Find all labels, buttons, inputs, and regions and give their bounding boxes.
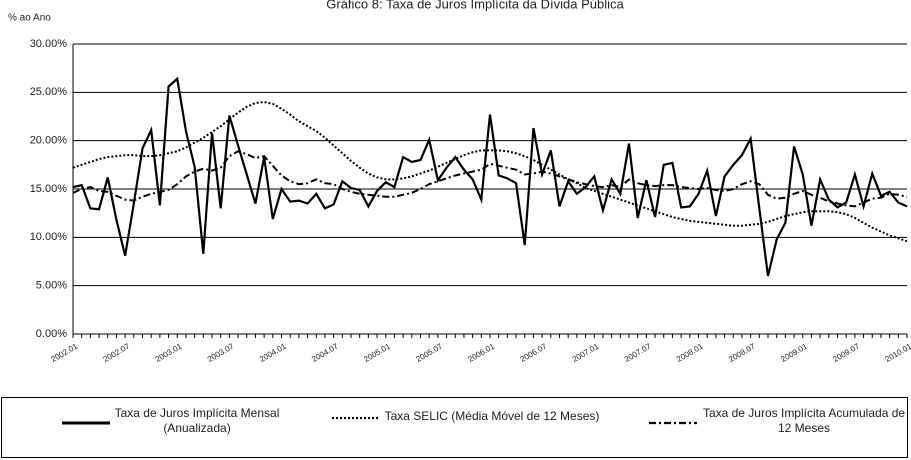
y-tick-label: 10.00% <box>30 231 68 243</box>
x-tick-label: 2004.01 <box>258 341 288 364</box>
x-tick-label: 2006.01 <box>467 341 497 364</box>
x-tick-label: 2007.01 <box>571 341 601 364</box>
legend-label: Taxa SELIC (Média Móvel de 12 Meses) <box>384 408 600 423</box>
x-tick-label: 2004.07 <box>310 341 340 364</box>
x-tick-label: 2003.01 <box>154 341 184 364</box>
legend-swatch <box>649 421 697 425</box>
y-tick-label: 5.00% <box>36 280 67 292</box>
legend-label: Taxa de Juros Implícita Acumulada de 12 … <box>702 406 906 435</box>
legend-item: Taxa de Juros Implícita Mensal (Anualiza… <box>60 406 282 436</box>
x-tick-label: 2005.01 <box>362 341 392 364</box>
x-tick-label: 2008.07 <box>727 341 757 364</box>
legend-swatch <box>332 416 380 420</box>
chart: Gráfico 8: Taxa de Juros Implícita da Dí… <box>8 0 911 364</box>
x-tick-label: 2002.07 <box>102 341 132 364</box>
y-tick-label: 15.00% <box>30 183 68 195</box>
legend-swatch <box>62 421 110 425</box>
x-tick-label: 2005.07 <box>414 341 444 364</box>
x-tick-label: 2009.07 <box>831 341 861 364</box>
y-axis-label: % ao Ano <box>8 13 51 24</box>
x-tick-label: 2010.01 <box>884 341 911 364</box>
legend: Taxa de Juros Implícita Mensal (Anualiza… <box>1 397 908 458</box>
x-tick-label: 2006.07 <box>519 341 549 364</box>
line-series <box>72 76 908 277</box>
y-tick-label: 30.00% <box>30 38 68 50</box>
x-tick-label: 2009.01 <box>779 341 809 364</box>
x-tick-label: 2003.07 <box>206 341 236 364</box>
legend-item: Taxa de Juros Implícita Acumulada de 12 … <box>647 406 909 436</box>
x-tick-label: 2008.01 <box>675 341 705 364</box>
y-tick-label: 20.00% <box>30 135 68 147</box>
legend-label: Taxa de Juros Implícita Mensal (Anualiza… <box>114 406 280 435</box>
line-series <box>72 150 908 208</box>
x-tick-label: 2002.01 <box>50 341 80 364</box>
y-tick-label: 25.00% <box>30 86 68 98</box>
y-tick-label: 0.00% <box>36 328 67 340</box>
legend-item: Taxa SELIC (Média Móvel de 12 Meses) <box>330 406 602 426</box>
chart-title: Gráfico 8: Taxa de Juros Implícita da Dí… <box>326 0 624 11</box>
x-tick-label: 2007.07 <box>623 341 653 364</box>
